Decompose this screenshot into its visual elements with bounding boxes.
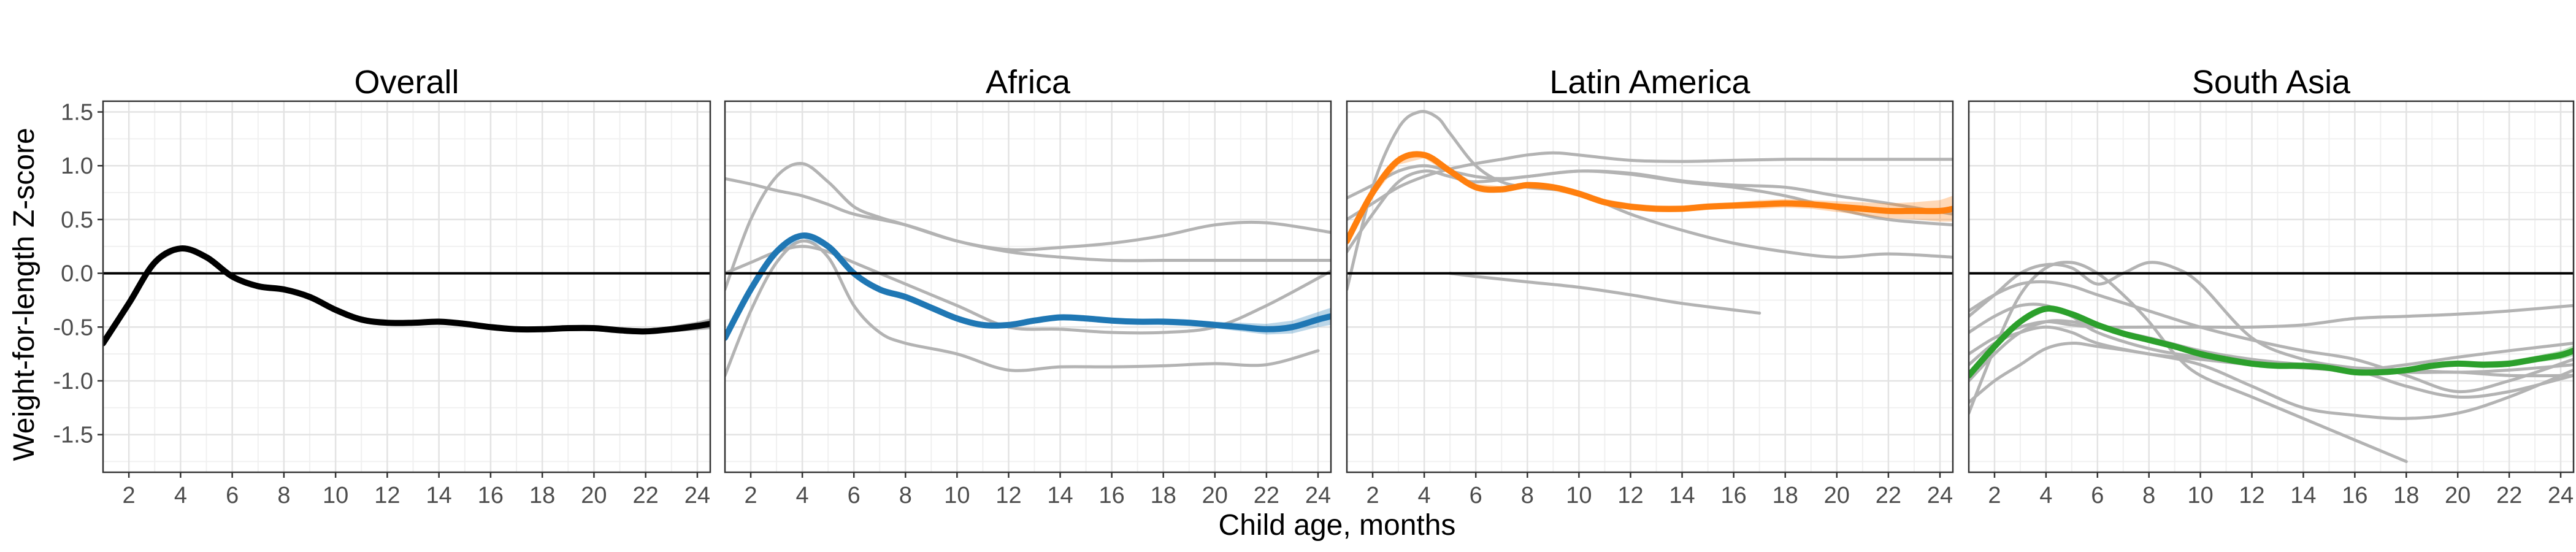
x-tick-label: 10 (2187, 483, 2213, 508)
x-tick-label: 20 (2445, 483, 2471, 508)
study-curve (725, 245, 1331, 335)
x-tick-label: 18 (2393, 483, 2419, 508)
x-tick-label: 8 (1521, 483, 1534, 508)
mean-curve (1347, 151, 1953, 244)
study-curve (1969, 280, 2574, 394)
study-curve (1347, 151, 1953, 221)
panel-border (1968, 100, 2575, 473)
x-tick-label: 18 (1151, 483, 1176, 508)
y-tick-label: -1.0 (53, 369, 93, 394)
x-tick-label: 18 (529, 483, 555, 508)
x-tick-label: 16 (1720, 483, 1746, 508)
y-tick-label: 1.5 (61, 100, 93, 126)
x-tick-label: 20 (1824, 483, 1850, 508)
panel-border (1346, 100, 1954, 473)
x-tick-label: 2 (1988, 483, 2001, 508)
study-curve (1969, 261, 2408, 463)
y-axis-title: Weight-for-length Z-score (8, 128, 40, 461)
panel-background (725, 101, 1331, 472)
study-curve (725, 239, 1320, 377)
x-tick-label: 4 (174, 483, 187, 508)
panel-border (102, 100, 711, 473)
x-tick-label: 16 (478, 483, 504, 508)
mean-curve (725, 232, 1331, 341)
x-tick-label: 12 (995, 483, 1021, 508)
panel-title: Africa (986, 64, 1071, 101)
x-tick-label: 6 (1470, 483, 1482, 508)
x-tick-label: 20 (581, 483, 607, 508)
x-tick-label: 24 (1305, 483, 1331, 508)
x-tick-label: 22 (633, 483, 659, 508)
x-tick-label: 2 (123, 483, 136, 508)
x-tick-label: 22 (2496, 483, 2522, 508)
panel-title: Latin America (1549, 64, 1750, 101)
panel-title: Overall (354, 64, 459, 101)
x-tick-label: 6 (848, 483, 861, 508)
panel-background (1969, 101, 2574, 472)
y-tick-label: 1.0 (61, 153, 93, 179)
x-tick-label: 2 (744, 483, 757, 508)
x-tick-label: 16 (1098, 483, 1124, 508)
x-tick-label: 24 (2548, 483, 2574, 508)
x-tick-label: 6 (226, 483, 239, 508)
x-tick-label: 10 (1566, 483, 1592, 508)
panel-plot-area (1347, 110, 1953, 315)
panel-background (103, 101, 710, 472)
mean-curve (103, 245, 710, 347)
x-tick-label: 18 (1773, 483, 1798, 508)
panel-plot-area (725, 162, 1331, 377)
panel-background (1347, 101, 1953, 472)
panel-plot-area (103, 245, 710, 347)
x-tick-label: 22 (1254, 483, 1279, 508)
study-curve (1969, 319, 2574, 399)
x-tick-label: 24 (1927, 483, 1953, 508)
x-tick-label: 12 (2239, 483, 2264, 508)
x-tick-label: 10 (323, 483, 348, 508)
study-curve (1448, 272, 1761, 315)
mean-curve (1969, 305, 2574, 379)
y-tick-label: 0.0 (61, 261, 93, 287)
x-tick-label: 22 (1876, 483, 1901, 508)
study-curve (1969, 342, 2574, 420)
panel-title: South Asia (2192, 64, 2351, 101)
confidence-band (1347, 151, 1953, 247)
x-tick-label: 8 (277, 483, 290, 508)
x-axis-title: Child age, months (1219, 509, 1456, 542)
study-curve (725, 162, 1331, 291)
y-tick-label: -1.5 (53, 423, 93, 448)
y-tick-label: -0.5 (53, 315, 93, 340)
x-tick-label: 2 (1366, 483, 1379, 508)
x-tick-label: 8 (2142, 483, 2155, 508)
x-tick-label: 16 (2342, 483, 2367, 508)
x-tick-label: 4 (796, 483, 809, 508)
x-tick-label: 14 (2290, 483, 2316, 508)
x-tick-label: 12 (374, 483, 400, 508)
x-tick-label: 14 (1047, 483, 1073, 508)
x-tick-label: 4 (2039, 483, 2052, 508)
y-tick-label: 0.5 (61, 207, 93, 233)
x-tick-label: 6 (2091, 483, 2104, 508)
x-tick-label: 24 (684, 483, 710, 508)
x-tick-label: 20 (1202, 483, 1228, 508)
x-tick-label: 10 (944, 483, 970, 508)
x-tick-label: 12 (1617, 483, 1643, 508)
x-tick-label: 14 (1669, 483, 1695, 508)
panel-plot-area (1969, 261, 2574, 463)
panel-border (724, 100, 1332, 473)
x-tick-label: 8 (899, 483, 912, 508)
x-tick-label: 14 (426, 483, 452, 508)
x-tick-label: 4 (1418, 483, 1431, 508)
